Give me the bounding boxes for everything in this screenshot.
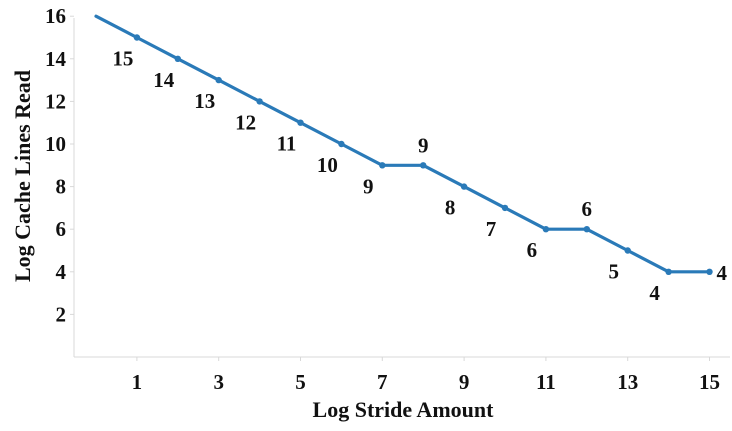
y-axis-title: Log Cache Lines Read [10,70,35,282]
data-label: 6 [582,197,593,221]
data-point [338,140,345,148]
data-label: 9 [363,174,374,198]
x-tick-label: 5 [295,370,306,394]
data-label: 9 [418,133,429,157]
y-tick-label: 16 [45,4,66,28]
data-point [133,34,141,41]
x-tick-label: 11 [536,370,556,394]
data-point [583,226,590,233]
data-point [501,204,509,212]
data-label: 13 [194,89,215,113]
y-tick-label: 12 [45,89,66,113]
series-line [94,14,712,274]
series-group [94,14,713,275]
data-point [174,55,181,62]
data-point [460,183,468,190]
x-tick-label: 7 [377,370,388,394]
data-point [542,226,550,233]
data-label: 4 [649,281,660,305]
y-tick-label: 6 [56,217,67,241]
data-point [420,162,427,169]
data-point [297,119,304,126]
y-tick-label: 14 [45,47,67,71]
x-tick-label: 9 [459,370,470,394]
data-label: 12 [235,110,256,134]
data-label: 8 [445,196,456,220]
data-label: 5 [608,260,619,284]
y-tick-label: 8 [56,175,67,199]
data-label: 14 [153,68,175,92]
x-tick-label: 15 [699,370,720,394]
data-label: 7 [486,217,497,241]
x-tick-label: 1 [132,370,143,394]
data-point [256,98,263,105]
data-label: 11 [277,132,297,156]
data-label: 10 [317,153,338,177]
data-point [215,76,222,84]
x-tick-label: 13 [617,370,638,394]
data-point [665,268,672,275]
data-labels-group: 15 14 13 12 11 10 9 9 8 7 6 6 5 4 4 [112,47,727,305]
y-tick-label: 4 [56,260,67,284]
data-point [706,268,713,275]
data-point [379,162,386,169]
x-tick-label: 3 [213,370,224,394]
x-axis-title: Log Stride Amount [313,397,495,422]
data-point [624,247,631,254]
data-label: 6 [527,238,538,262]
data-label: 4 [717,261,728,285]
data-label: 15 [112,47,133,71]
y-tick-label: 10 [45,132,66,156]
y-tick-label: 2 [56,302,67,326]
